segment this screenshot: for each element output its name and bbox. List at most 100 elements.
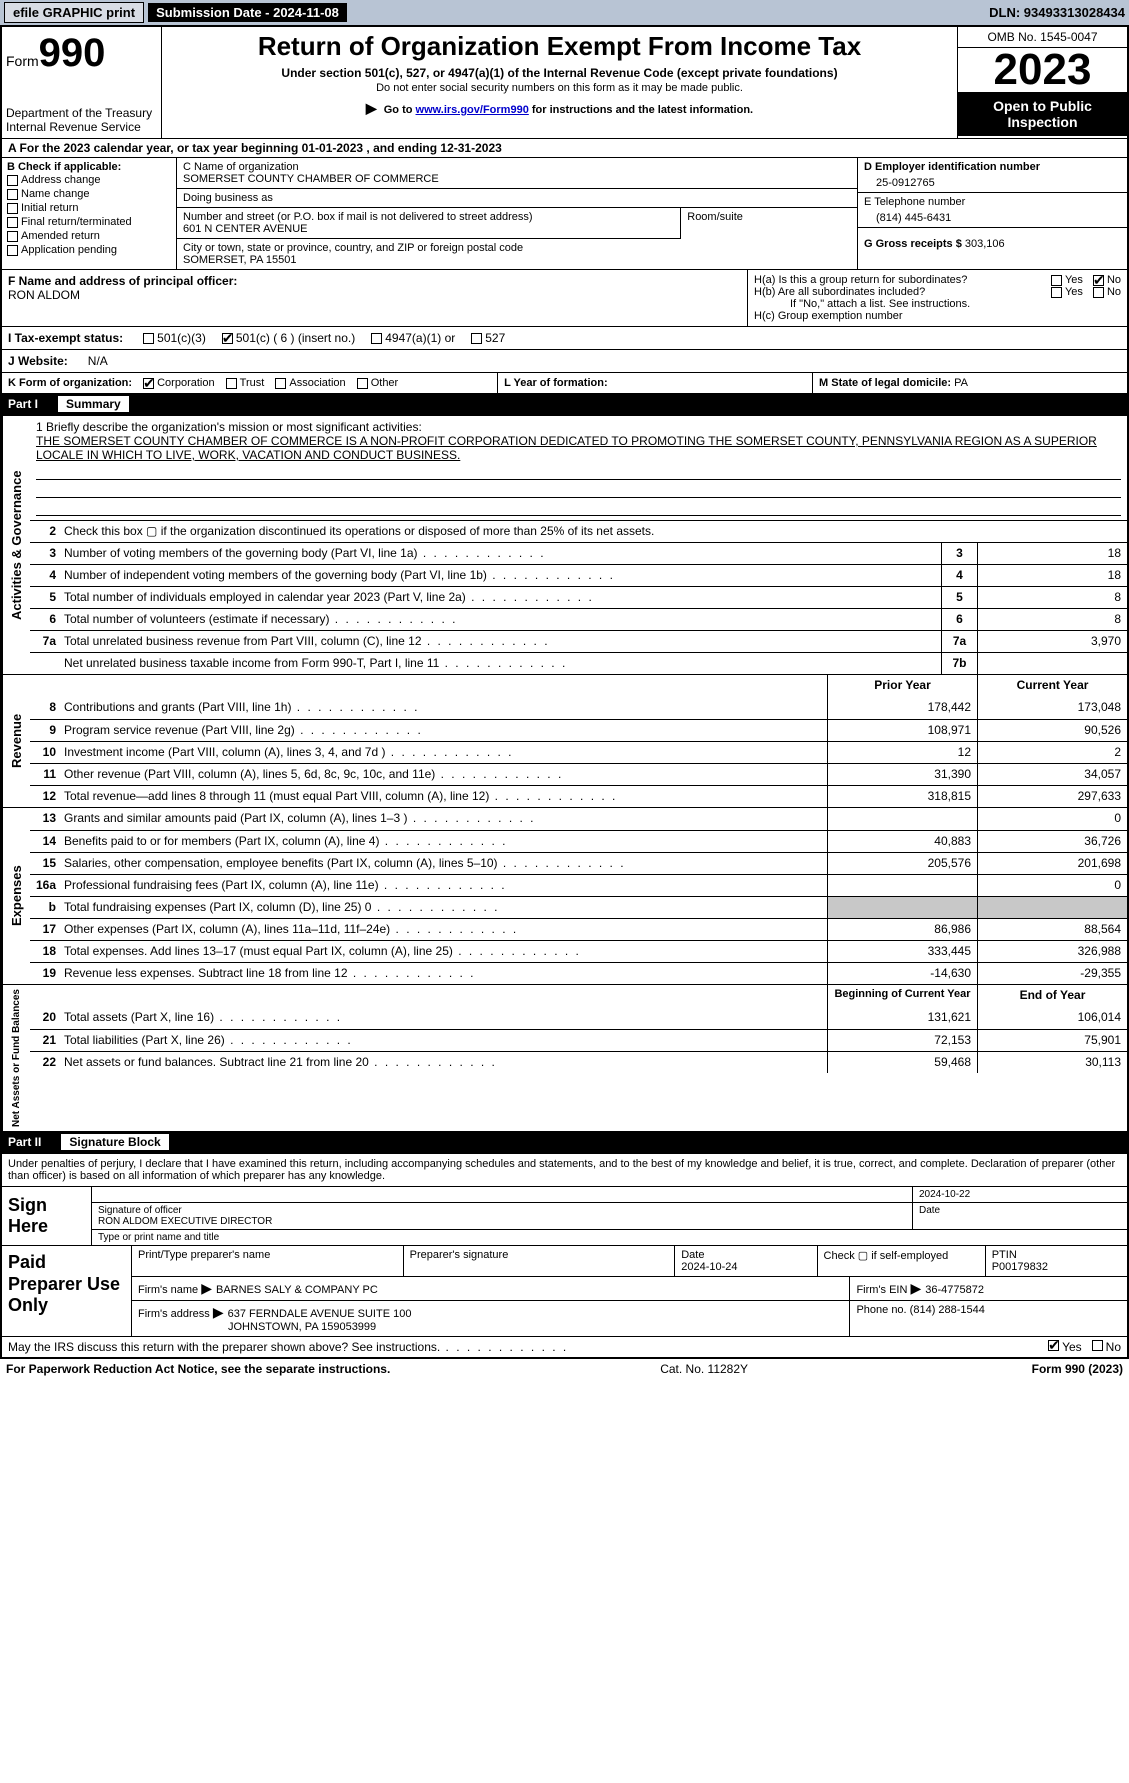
- form-title: Return of Organization Exempt From Incom…: [166, 31, 953, 62]
- l4-desc: Number of independent voting members of …: [60, 565, 941, 586]
- checkbox-pending[interactable]: [7, 245, 18, 256]
- b-header: B Check if applicable:: [7, 161, 171, 173]
- line-num: 22: [30, 1052, 60, 1073]
- l6-box: 6: [941, 609, 977, 630]
- table-row: 20Total assets (Part X, line 16)131,6211…: [30, 1007, 1127, 1029]
- i-501c-checkbox[interactable]: [222, 333, 233, 344]
- current-val: 0: [977, 808, 1127, 830]
- ha-no-checkbox[interactable]: [1093, 275, 1104, 286]
- current-val: 90,526: [977, 720, 1127, 741]
- top-toolbar: efile GRAPHIC print Submission Date - 20…: [0, 0, 1129, 25]
- k-other-checkbox[interactable]: [357, 378, 368, 389]
- prior-val: 59,468: [827, 1052, 977, 1073]
- l3-num: 3: [30, 543, 60, 564]
- l7b-box: 7b: [941, 653, 977, 674]
- i-501c3-checkbox[interactable]: [143, 333, 154, 344]
- b-opt-5: Application pending: [21, 244, 117, 256]
- c-addr-label: Number and street (or P.O. box if mail i…: [183, 211, 674, 223]
- checkbox-addr-change[interactable]: [7, 175, 18, 186]
- prior-val: [827, 875, 977, 896]
- b-opt-2: Initial return: [21, 202, 78, 214]
- i-4947-checkbox[interactable]: [371, 333, 382, 344]
- line-num: 10: [30, 742, 60, 763]
- line-num: 14: [30, 831, 60, 852]
- prior-val: 72,153: [827, 1030, 977, 1051]
- header-center: Return of Organization Exempt From Incom…: [162, 27, 957, 138]
- paid-col-name: Print/Type preparer's name: [132, 1246, 404, 1276]
- i-527-checkbox[interactable]: [471, 333, 482, 344]
- form-subtitle: Under section 501(c), 527, or 4947(a)(1)…: [166, 66, 953, 80]
- ein-value: 25-0912765: [864, 173, 1121, 189]
- goto-prefix: Go to: [384, 104, 416, 116]
- col-boy: Beginning of Current Year: [827, 985, 977, 1007]
- mission-blank-3: [36, 498, 1121, 516]
- line-desc: Salaries, other compensation, employee b…: [60, 853, 827, 874]
- d-tel-label: E Telephone number: [864, 196, 1121, 208]
- street-address: 601 N CENTER AVENUE: [183, 223, 674, 235]
- irs-link[interactable]: www.irs.gov/Form990: [416, 104, 529, 116]
- phone-label: Phone no.: [856, 1304, 909, 1316]
- part2-number: Part II: [8, 1135, 61, 1149]
- discuss-yes-checkbox[interactable]: [1048, 1340, 1059, 1351]
- paid-date: 2024-10-24: [681, 1261, 737, 1273]
- footer-left: For Paperwork Reduction Act Notice, see …: [6, 1362, 565, 1376]
- period-text-b: , and ending: [366, 141, 440, 155]
- ha-yes-checkbox[interactable]: [1051, 275, 1062, 286]
- k-corp-checkbox[interactable]: [143, 378, 154, 389]
- k-trust-checkbox[interactable]: [226, 378, 237, 389]
- prior-val: 318,815: [827, 786, 977, 807]
- line-desc: Total assets (Part X, line 16): [60, 1007, 827, 1029]
- sign-here-block: Sign Here 2024-10-22 Signature of office…: [2, 1186, 1127, 1245]
- k-assoc-checkbox[interactable]: [275, 378, 286, 389]
- checkbox-initial[interactable]: [7, 203, 18, 214]
- i-opt-1: 501(c) ( 6 ) (insert no.): [236, 331, 355, 345]
- prior-val: 31,390: [827, 764, 977, 785]
- l3-val: 18: [977, 543, 1127, 564]
- i-opt-3: 527: [485, 331, 505, 345]
- prior-val: -14,630: [827, 963, 977, 984]
- checkbox-final[interactable]: [7, 217, 18, 228]
- b-opt-1: Name change: [21, 188, 90, 200]
- l7b-desc: Net unrelated business taxable income fr…: [60, 653, 941, 674]
- header-right: OMB No. 1545-0047 2023 Open to Public In…: [957, 27, 1127, 138]
- m-value: PA: [954, 377, 968, 389]
- arrow-icon: ▶: [366, 100, 377, 116]
- l6-desc: Total number of volunteers (estimate if …: [60, 609, 941, 630]
- checkbox-amended[interactable]: [7, 231, 18, 242]
- l7a-num: 7a: [30, 631, 60, 652]
- telephone: (814) 445-6431: [864, 208, 1121, 224]
- sig-officer-name: RON ALDOM EXECUTIVE DIRECTOR: [98, 1216, 906, 1227]
- sig-date-label: Date: [913, 1203, 1127, 1229]
- paid-ptin-label: PTIN: [992, 1249, 1017, 1261]
- form-container: Form990 Department of the Treasury Inter…: [0, 25, 1129, 1359]
- line-desc: Program service revenue (Part VIII, line…: [60, 720, 827, 741]
- checkbox-name-change[interactable]: [7, 189, 18, 200]
- current-val: -29,355: [977, 963, 1127, 984]
- line-desc: Investment income (Part VIII, column (A)…: [60, 742, 827, 763]
- j-label: J Website:: [8, 354, 68, 368]
- part1-header: Part I Summary: [2, 393, 1127, 415]
- mission-text: THE SOMERSET COUNTY CHAMBER OF COMMERCE …: [36, 434, 1121, 462]
- prior-val: 131,621: [827, 1007, 977, 1029]
- hb-yes-checkbox[interactable]: [1051, 287, 1062, 298]
- row-i: I Tax-exempt status: 501(c)(3) 501(c) ( …: [2, 326, 1127, 349]
- line-desc: Revenue less expenses. Subtract line 18 …: [60, 963, 827, 984]
- efile-button[interactable]: efile GRAPHIC print: [4, 2, 144, 23]
- line-desc: Other expenses (Part IX, column (A), lin…: [60, 919, 827, 940]
- b-opt-4: Amended return: [21, 230, 100, 242]
- l5-desc: Total number of individuals employed in …: [60, 587, 941, 608]
- period-row: A For the 2023 calendar year, or tax yea…: [2, 138, 1127, 157]
- discuss-no-checkbox[interactable]: [1092, 1340, 1103, 1351]
- hb-no-checkbox[interactable]: [1093, 287, 1104, 298]
- k-label: K Form of organization:: [8, 377, 132, 389]
- c-room-label: Room/suite: [687, 211, 851, 223]
- prior-val: [827, 897, 977, 918]
- line-desc: Other revenue (Part VIII, column (A), li…: [60, 764, 827, 785]
- line-num: 17: [30, 919, 60, 940]
- k-opt-0: Corporation: [157, 377, 214, 389]
- prior-val: 205,576: [827, 853, 977, 874]
- current-val: 201,698: [977, 853, 1127, 874]
- row-j: J Website: N/A: [2, 349, 1127, 372]
- goto-suffix: for instructions and the latest informat…: [529, 104, 753, 116]
- sig-officer-label: Signature of officer: [98, 1205, 906, 1216]
